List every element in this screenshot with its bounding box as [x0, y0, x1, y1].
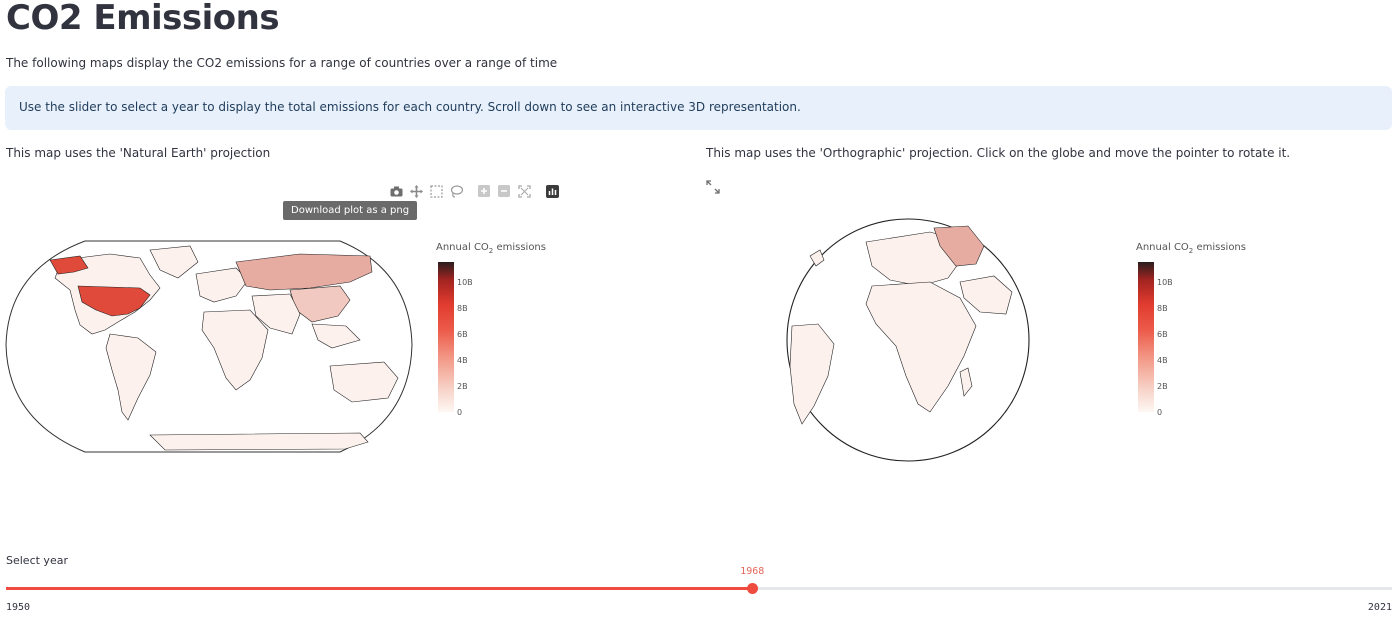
- left-colorbar: [438, 262, 454, 412]
- plot-modebar: [388, 183, 560, 199]
- pan-icon[interactable]: [408, 183, 424, 199]
- left-tick: 0: [457, 408, 463, 417]
- page-title: CO2 Emissions: [6, 0, 280, 38]
- info-text: Use the slider to select a year to displ…: [19, 100, 801, 114]
- right-map-caption: This map uses the 'Orthographic' project…: [706, 146, 1291, 160]
- download-tooltip: Download plot as a png: [283, 201, 418, 220]
- left-tick: 6B: [457, 330, 468, 339]
- right-colorbar-title: Annual CO2 emissions: [1136, 242, 1246, 255]
- slider-label: Select year: [6, 554, 68, 567]
- left-map-caption: This map uses the 'Natural Earth' projec…: [6, 146, 271, 160]
- right-tick: 10B: [1157, 278, 1173, 287]
- box-select-icon[interactable]: [428, 183, 444, 199]
- slider-max: 2021: [1367, 602, 1392, 613]
- plotly-logo-icon[interactable]: [544, 183, 560, 199]
- slider-thumb[interactable]: [747, 583, 759, 594]
- right-tick: 6B: [1157, 330, 1168, 339]
- lasso-select-icon[interactable]: [448, 183, 464, 199]
- right-colorbar: [1138, 262, 1154, 412]
- slider-value: 1968: [740, 566, 765, 577]
- left-tick: 4B: [457, 356, 468, 365]
- right-tick: 2B: [1157, 382, 1168, 391]
- right-tick: 0: [1157, 408, 1163, 417]
- slider-min: 1950: [6, 602, 31, 613]
- right-tick: 4B: [1157, 356, 1168, 365]
- camera-icon[interactable]: [388, 183, 404, 199]
- info-banner: Use the slider to select a year to displ…: [5, 86, 1392, 130]
- left-tick: 8B: [457, 304, 468, 313]
- slider-fill: [6, 587, 753, 590]
- zoom-in-icon[interactable]: [476, 183, 492, 199]
- fullscreen-icon[interactable]: [706, 180, 720, 198]
- natural-earth-map[interactable]: [0, 230, 420, 460]
- left-tick: 2B: [457, 382, 468, 391]
- year-slider[interactable]: [6, 583, 1392, 594]
- orthographic-globe[interactable]: [780, 216, 1040, 476]
- right-tick: 8B: [1157, 304, 1168, 313]
- page-subtitle: The following maps display the CO2 emiss…: [6, 56, 558, 70]
- reset-icon[interactable]: [516, 183, 532, 199]
- left-colorbar-title: Annual CO2 emissions: [436, 242, 546, 255]
- zoom-out-icon[interactable]: [496, 183, 512, 199]
- left-tick: 10B: [457, 278, 473, 287]
